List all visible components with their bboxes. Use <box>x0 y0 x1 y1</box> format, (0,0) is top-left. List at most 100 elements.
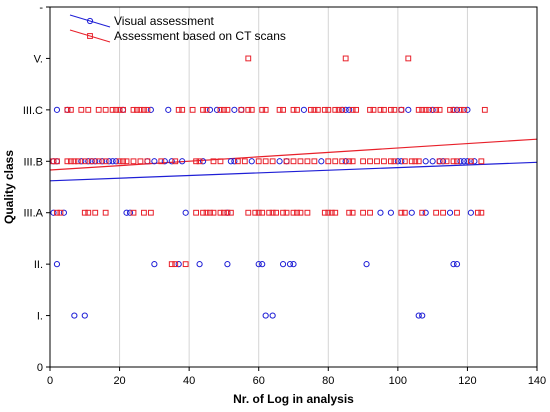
point-visual <box>318 158 325 165</box>
point-visual <box>429 158 436 165</box>
point-ct <box>200 209 206 216</box>
point-ct <box>193 209 199 216</box>
point-ct <box>307 106 314 113</box>
point-ct <box>474 209 481 216</box>
y-axis-tick-labels: 0 I. II. III.A III.B III.C V. - <box>23 2 50 374</box>
point-visual <box>238 106 245 113</box>
point-ct <box>381 158 387 165</box>
point-ct <box>297 158 304 165</box>
point-visual <box>464 106 471 113</box>
point-ct <box>248 106 255 113</box>
point-ct <box>74 158 81 165</box>
point-ct <box>102 106 109 113</box>
y-tick-label: - <box>39 2 43 14</box>
point-visual <box>422 158 429 165</box>
point-visual <box>60 209 68 216</box>
point-ct <box>113 106 119 113</box>
x-axis-label: Nr. of Log in analysis <box>233 392 354 406</box>
legend: Visual assessment Assessment based on CT… <box>69 14 286 43</box>
point-ct <box>200 106 206 113</box>
point-ct <box>412 158 419 165</box>
point-ct <box>255 209 262 216</box>
point-ct <box>95 106 102 113</box>
point-ct <box>370 106 377 113</box>
point-ct <box>67 158 74 165</box>
data-points <box>50 55 488 319</box>
point-ct <box>182 261 189 268</box>
point-ct <box>391 106 398 113</box>
point-visual <box>429 106 436 113</box>
point-visual <box>151 261 158 268</box>
point-ct <box>450 106 457 113</box>
point-ct <box>67 106 74 113</box>
y-tick-label: III.B <box>23 156 43 168</box>
point-visual <box>346 106 353 113</box>
point-ct <box>461 106 467 113</box>
point-ct <box>415 158 422 165</box>
point-ct <box>266 209 273 216</box>
point-ct <box>381 106 387 113</box>
point-ct <box>408 158 415 165</box>
point-visual <box>224 261 231 268</box>
y-axis-label: Quality class <box>2 150 16 224</box>
point-ct <box>290 106 297 113</box>
point-ct <box>332 106 339 113</box>
point-ct <box>426 106 433 113</box>
point-ct <box>349 158 356 165</box>
point-ct <box>454 158 460 165</box>
point-visual <box>290 261 297 268</box>
x-tick-label: 100 <box>389 375 407 387</box>
point-ct <box>290 209 297 216</box>
point-ct <box>325 158 332 165</box>
point-visual <box>64 106 71 113</box>
point-ct <box>468 158 474 165</box>
point-ct <box>388 106 394 113</box>
point-ct <box>92 209 99 216</box>
point-ct <box>158 158 165 165</box>
point-visual <box>231 158 238 165</box>
point-visual <box>206 106 214 113</box>
point-ct <box>193 158 199 165</box>
x-tick-label: 120 <box>458 375 476 387</box>
point-ct <box>401 209 408 216</box>
y-tick-label: II. <box>34 259 43 271</box>
point-ct <box>221 106 227 113</box>
point-visual <box>231 106 238 113</box>
point-ct <box>224 209 231 216</box>
point-visual <box>460 158 468 165</box>
x-tick-label: 80 <box>322 375 334 387</box>
point-ct <box>241 158 248 165</box>
point-ct <box>130 106 137 113</box>
y-tick-label: I. <box>37 311 43 323</box>
point-visual <box>471 158 478 165</box>
x-tick-label: 20 <box>113 375 125 387</box>
point-ct <box>294 106 300 113</box>
point-ct <box>367 209 373 216</box>
point-visual <box>161 158 168 165</box>
point-ct <box>172 261 179 268</box>
point-ct <box>137 158 144 165</box>
point-ct <box>130 158 137 165</box>
point-ct <box>367 106 373 113</box>
legend-marker-ct <box>87 33 93 39</box>
point-ct <box>71 158 78 165</box>
point-ct <box>419 106 426 113</box>
point-visual <box>144 158 151 165</box>
point-ct <box>405 55 412 62</box>
point-visual <box>464 158 471 165</box>
point-visual <box>99 158 106 165</box>
point-ct <box>57 209 64 216</box>
point-ct <box>273 209 280 216</box>
point-visual <box>387 209 394 216</box>
legend-entry-ct: Assessment based on CT scans <box>69 29 286 43</box>
point-ct <box>454 209 460 216</box>
x-axis-tick-labels: 0 20 40 60 80 100 120 140 <box>47 367 546 387</box>
y-tick-label: III.A <box>23 208 43 220</box>
point-ct <box>134 106 140 113</box>
point-ct <box>116 158 123 165</box>
point-visual <box>109 158 116 165</box>
point-visual <box>453 261 461 268</box>
point-ct <box>175 106 182 113</box>
point-ct <box>332 209 339 216</box>
point-visual <box>168 158 175 165</box>
